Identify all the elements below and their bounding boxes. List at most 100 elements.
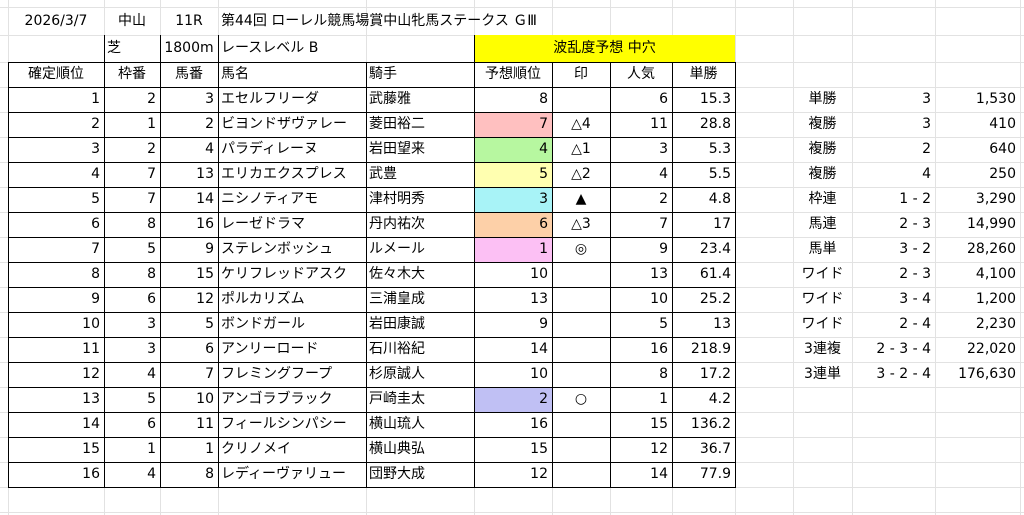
cell-pred[interactable]: 2 — [474, 387, 552, 412]
cell-pop[interactable]: 14 — [650, 466, 668, 482]
cell-waku[interactable]: 8 — [147, 216, 156, 232]
cell-mark[interactable]: △2 — [571, 166, 591, 182]
cell-mark[interactable]: ○ — [574, 391, 588, 407]
cell-uma[interactable]: 16 — [196, 216, 214, 232]
cell-name[interactable]: フィールシンパシー — [221, 416, 347, 432]
cell-jockey[interactable]: 武藤雅 — [369, 91, 411, 107]
cell-odds[interactable]: 17 — [713, 216, 731, 232]
payout-type[interactable]: 複勝 — [808, 141, 837, 157]
cell-uma[interactable]: 4 — [205, 141, 214, 157]
payout-combination[interactable]: 2 - 3 — [899, 216, 931, 232]
cell-name[interactable]: レディーヴァリュー — [221, 466, 347, 482]
cell-pos[interactable]: 10 — [82, 316, 100, 332]
cell-uma[interactable]: 6 — [205, 341, 214, 357]
race-date[interactable]: 2026/3/7 — [24, 13, 88, 29]
cell-pos[interactable]: 9 — [91, 291, 100, 307]
cell-name[interactable]: フレミングフープ — [221, 366, 333, 382]
cell-waku[interactable]: 1 — [147, 441, 156, 457]
payout-combination[interactable]: 3 — [922, 91, 931, 107]
payout-amount[interactable]: 1,530 — [975, 91, 1016, 107]
payout-combination[interactable]: 3 - 2 — [899, 241, 931, 257]
cell-jockey[interactable]: 杉原誠人 — [369, 366, 425, 382]
cell-name[interactable]: ニシノティアモ — [221, 191, 319, 207]
cell-uma[interactable]: 8 — [205, 466, 214, 482]
cell-pop[interactable]: 12 — [650, 441, 668, 457]
payout-combination[interactable]: 3 - 4 — [899, 291, 931, 307]
cell-name[interactable]: ケリフレッドアスク — [221, 266, 347, 282]
payout-amount[interactable]: 28,260 — [967, 241, 1016, 257]
column-header[interactable]: 馬名 — [221, 66, 249, 82]
payout-amount[interactable]: 640 — [989, 141, 1016, 157]
payout-amount[interactable]: 2,230 — [975, 316, 1016, 332]
cell-pred[interactable]: 7 — [474, 112, 552, 137]
cell-odds[interactable]: 5.5 — [708, 166, 731, 182]
cell-pop[interactable]: 1 — [659, 391, 668, 407]
cell-jockey[interactable]: 菱田裕二 — [369, 116, 425, 132]
cell-name[interactable]: アンゴラブラック — [221, 391, 333, 407]
payout-combination[interactable]: 2 — [922, 141, 931, 157]
cell-pred[interactable]: 16 — [530, 416, 548, 432]
cell-pop[interactable]: 5 — [659, 316, 668, 332]
cell-uma[interactable]: 14 — [196, 191, 214, 207]
cell-mark[interactable] — [552, 312, 610, 337]
cell-name[interactable]: クリノメイ — [221, 441, 291, 457]
column-header[interactable]: 馬番 — [175, 66, 203, 82]
cell-name[interactable]: ビヨンドザヴァレー — [221, 116, 347, 132]
race-distance[interactable]: 1800m — [164, 40, 214, 56]
cell-pos[interactable]: 4 — [91, 166, 100, 182]
cell-uma[interactable]: 11 — [196, 416, 214, 432]
cell-uma[interactable]: 15 — [196, 266, 214, 282]
cell-pop[interactable]: 11 — [650, 116, 668, 132]
cell-jockey[interactable]: 横山典弘 — [369, 441, 425, 457]
cell-mark[interactable]: △1 — [571, 141, 591, 157]
cell-pred[interactable]: 10 — [530, 266, 548, 282]
cell-uma[interactable]: 9 — [205, 241, 214, 257]
cell-odds[interactable]: 23.4 — [699, 241, 731, 257]
cell-pred[interactable]: 14 — [530, 341, 548, 357]
cell-uma[interactable]: 2 — [205, 116, 214, 132]
payout-type[interactable]: 馬連 — [808, 216, 837, 232]
cell-uma[interactable]: 7 — [205, 366, 214, 382]
cell-odds[interactable]: 13 — [713, 316, 731, 332]
cell-jockey[interactable]: 戸崎圭太 — [369, 391, 425, 407]
cell-mark[interactable] — [552, 412, 610, 437]
cell-pop[interactable]: 4 — [659, 166, 668, 182]
cell-uma[interactable]: 10 — [196, 391, 214, 407]
cell-name[interactable]: アンリーロード — [221, 341, 319, 357]
cell-jockey[interactable]: 武豊 — [369, 166, 397, 182]
payout-type[interactable]: 3連複 — [804, 341, 841, 357]
cell-waku[interactable]: 6 — [147, 291, 156, 307]
cell-pop[interactable]: 3 — [659, 141, 668, 157]
cell-jockey[interactable]: 団野大成 — [369, 466, 425, 482]
cell-uma[interactable]: 3 — [205, 91, 214, 107]
cell-waku[interactable]: 5 — [147, 241, 156, 257]
cell-mark[interactable] — [552, 287, 610, 312]
cell-uma[interactable]: 1 — [205, 441, 214, 457]
cell-pred[interactable]: 1 — [474, 237, 552, 262]
cell-mark[interactable]: ◎ — [574, 241, 588, 257]
cell-pred[interactable]: 3 — [474, 187, 552, 212]
cell-waku[interactable]: 3 — [147, 316, 156, 332]
cell-name[interactable]: エセルフリーダ — [221, 91, 319, 107]
column-header[interactable]: 印 — [574, 66, 588, 82]
cell-waku[interactable]: 6 — [147, 416, 156, 432]
cell-jockey[interactable]: 石川裕紀 — [369, 341, 425, 357]
cell-waku[interactable]: 2 — [147, 141, 156, 157]
cell-mark[interactable] — [552, 362, 610, 387]
column-header[interactable]: 騎手 — [369, 66, 397, 82]
race-level[interactable]: レースレベル B — [221, 40, 319, 56]
cell-odds[interactable]: 4.2 — [708, 391, 731, 407]
cell-waku[interactable]: 4 — [147, 466, 156, 482]
race-title[interactable]: 第44回 ローレル競馬場賞中山牝馬ステークス ＧⅢ — [221, 13, 537, 29]
cell-pred[interactable]: 12 — [530, 466, 548, 482]
cell-pop[interactable]: 10 — [650, 291, 668, 307]
payout-combination[interactable]: 2 - 3 — [899, 266, 931, 282]
cell-pred[interactable]: 10 — [530, 366, 548, 382]
cell-pred[interactable]: 4 — [474, 137, 552, 162]
cell-odds[interactable]: 17.2 — [699, 366, 731, 382]
cell-waku[interactable]: 2 — [147, 91, 156, 107]
cell-pop[interactable]: 13 — [650, 266, 668, 282]
cell-pos[interactable]: 14 — [82, 416, 100, 432]
column-header[interactable]: 人気 — [627, 66, 655, 82]
cell-waku[interactable]: 7 — [147, 191, 156, 207]
